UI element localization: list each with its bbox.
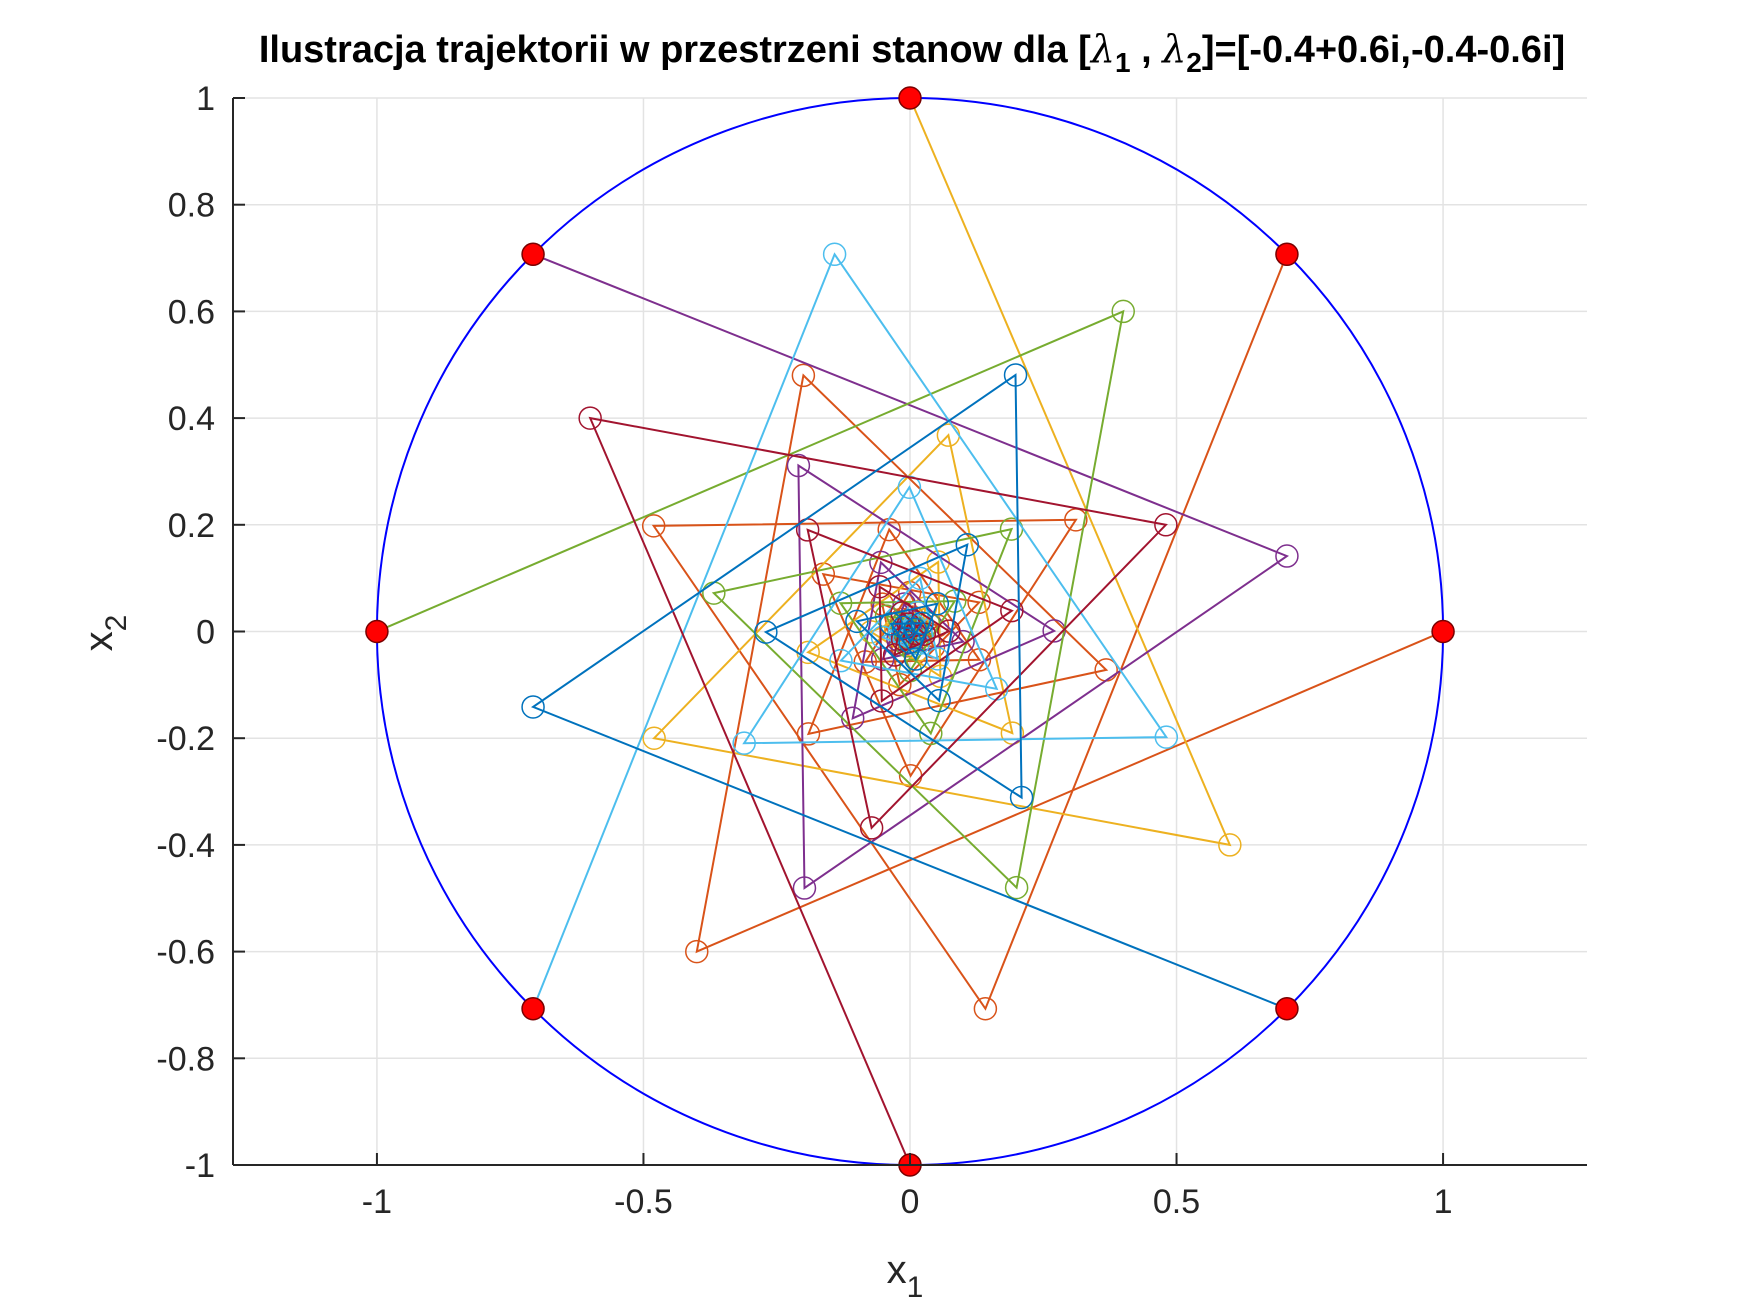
trajectory-point-2-1 (1218, 833, 1242, 857)
x-axis-label-base: x (887, 1248, 907, 1292)
trajectory-point-4-2 (1004, 875, 1029, 900)
x-axis-label: x1 (887, 1248, 924, 1304)
x-tick-label-1: -0.5 (614, 1183, 673, 1221)
trajectory-point-3-4 (1042, 619, 1066, 643)
trajectory-point-1-1 (973, 996, 998, 1021)
trajectory-point-7-13 (891, 615, 916, 640)
trajectory-point-7-8 (925, 591, 950, 616)
trajectory-point-7-1 (521, 695, 545, 719)
initial-point-7 (1275, 996, 1299, 1021)
trajectory-series-6 (578, 406, 1178, 1166)
title-separator: , (1131, 29, 1163, 71)
trajectory-point-7-9 (903, 647, 928, 671)
title-sub-2: 2 (1186, 47, 1202, 78)
trajectory-point-5-6 (829, 648, 853, 673)
trajectory-point-5-1 (822, 242, 847, 267)
trajectory-point-0-1 (685, 939, 709, 964)
trajectory-point-6-1 (578, 406, 602, 430)
trajectory-series-7 (521, 363, 1288, 1010)
trajectory-point-7-5 (955, 532, 980, 557)
trajectory-point-7-10 (879, 612, 903, 636)
initial-point-3 (521, 242, 545, 267)
trajectory-point-6-2 (1154, 513, 1178, 537)
trajectories (376, 97, 1444, 1166)
initial-point-5 (521, 996, 545, 1021)
x-tick-label-3: 0.5 (1153, 1183, 1200, 1221)
title-lambda-2: λ (1160, 27, 1186, 71)
trajectory-point-5-3 (732, 731, 756, 755)
trajectory-point-4-1 (1111, 299, 1135, 324)
title-lambda-1: λ (1089, 27, 1115, 71)
trajectory-point-6-5 (1000, 598, 1024, 623)
y-tick-label-5: 0 (196, 614, 215, 652)
trajectory-point-3-3 (786, 453, 811, 478)
title-suffix: ]=[-0.4+0.6i,-0.4-0.6i] (1202, 29, 1565, 71)
trajectory-point-5-2 (1154, 725, 1179, 749)
trajectory-point-2-2 (642, 726, 666, 750)
trajectory-point-7-4 (754, 620, 778, 644)
initial-point-2 (898, 86, 922, 110)
trajectory-point-7-3 (1009, 785, 1034, 810)
y-tick-label-9: -0.8 (156, 1040, 215, 1078)
y-tick-label-3: 0.4 (168, 400, 215, 438)
trajectory-line-6 (588, 416, 1168, 1166)
y-tick-label-10: -1 (185, 1147, 215, 1185)
tick-labels: -1 -0.5 0 0.5 1 1 0.8 0.6 0.4 0.2 0 -0.2 -0.4 -0.6 -0.… (156, 80, 1452, 1221)
trajectory-point-7-14 (903, 617, 927, 642)
trajectory-line-7 (530, 373, 1288, 1010)
title-prefix: Ilustracja trajektorii w przestrzeni sta… (259, 29, 1091, 71)
trajectory-point-7-12 (898, 630, 922, 654)
y-axis-label-sub: 2 (100, 615, 133, 632)
trajectory-point-3-2 (792, 876, 817, 900)
trajectory-point-0-2 (791, 363, 816, 388)
x-tick-label-4: 1 (1434, 1183, 1453, 1221)
title-sub-1: 1 (1115, 47, 1131, 78)
chart-title: Ilustracja trajektorii w przestrzeni sta… (259, 27, 1565, 78)
trajectory-point-4-5 (919, 721, 943, 746)
y-tick-label-7: -0.4 (156, 827, 215, 865)
trajectory-point-7-11 (910, 611, 934, 635)
trajectory-point-6-3 (859, 816, 884, 840)
y-tick-label-1: 0.8 (168, 187, 215, 225)
trajectory-point-1-2 (641, 514, 666, 538)
y-axis-label: x2 (77, 615, 133, 652)
trajectory-point-3-1 (1275, 544, 1299, 568)
initial-point-1 (1275, 242, 1299, 267)
initial-point-0 (1431, 619, 1455, 644)
y-axis-label-base: x (77, 631, 121, 651)
y-tick-label-2: 0.6 (168, 293, 215, 331)
trajectory-point-7-2 (1003, 363, 1028, 387)
trajectory-point-7-6 (927, 688, 951, 713)
y-tick-label-6: -0.2 (156, 720, 215, 758)
y-tick-label-4: 0.2 (168, 507, 215, 545)
x-tick-label-2: 0 (901, 1183, 920, 1221)
y-tick-label-0: 1 (196, 80, 215, 118)
initial-point-4 (365, 619, 389, 644)
y-tick-label-8: -0.6 (156, 934, 215, 972)
axes (232, 97, 1587, 1166)
x-tick-label-0: -1 (362, 1183, 392, 1221)
trajectory-point-5-9 (870, 625, 895, 649)
trajectory-point-7-7 (845, 609, 869, 634)
x-axis-label-sub: 1 (907, 1271, 924, 1304)
